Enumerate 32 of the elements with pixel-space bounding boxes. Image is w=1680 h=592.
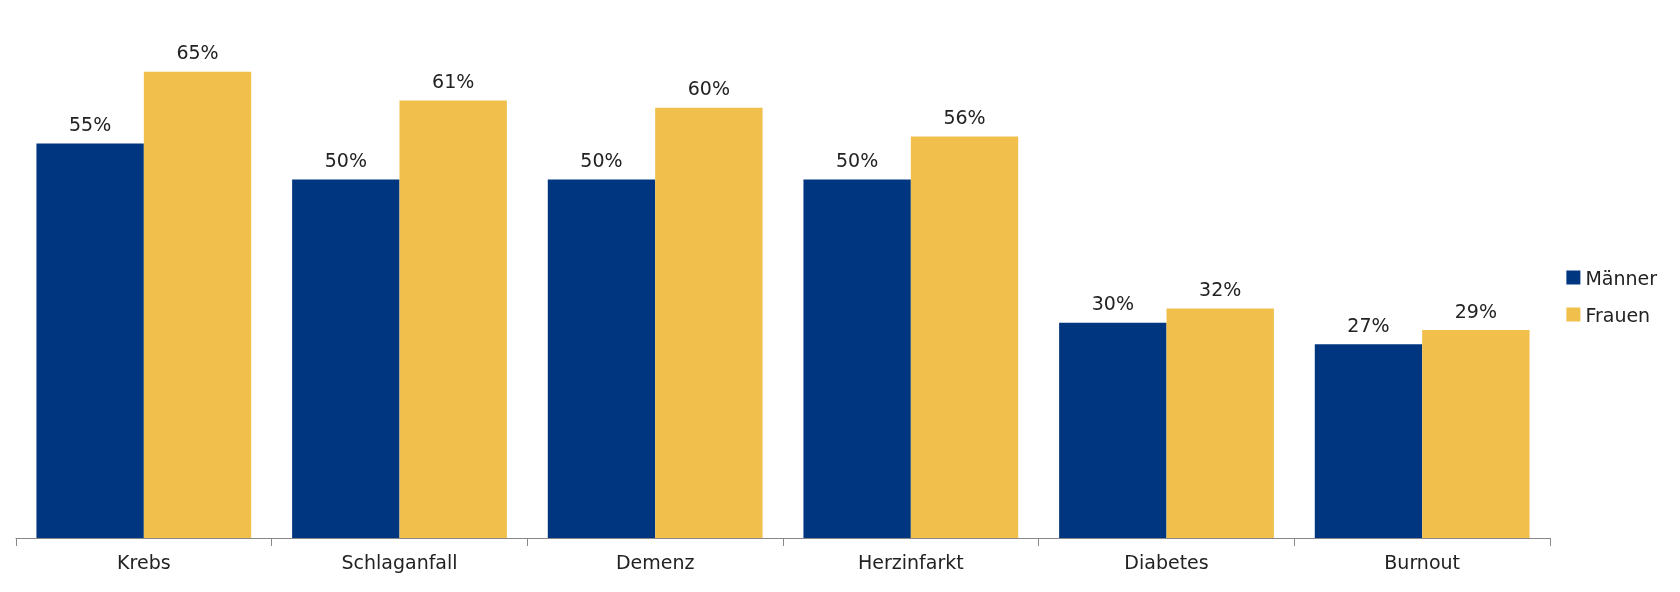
x-tick-label: Schlaganfall [341,550,458,573]
bar [910,136,1019,538]
bar [399,100,507,538]
legend-label: Männer [1585,266,1658,289]
x-tick-label: Burnout [1384,550,1461,573]
data-label: 32% [1199,278,1242,301]
x-tick-label: Diabetes [1124,550,1209,573]
bar [1422,330,1530,538]
data-label: 65% [176,41,219,64]
data-label: 50% [836,148,879,171]
x-tick-label: Herzinfarkt [857,550,964,573]
bar [547,179,656,538]
bar [655,107,763,538]
bar [1166,308,1274,538]
bar [143,71,252,538]
x-tick-label: Demenz [615,550,695,573]
data-label: 29% [1454,299,1497,322]
data-label: 50% [580,148,623,171]
data-label: 50% [324,148,367,171]
bar [36,143,144,538]
bar [1059,322,1167,538]
legend-label: Frauen [1585,303,1651,326]
bar [292,179,400,538]
bar [803,179,911,538]
data-label: 56% [943,105,986,128]
x-tick-label: Krebs [117,550,171,573]
data-label: 61% [432,70,475,93]
data-label: 27% [1347,313,1390,336]
data-label: 55% [69,113,112,136]
data-label: 60% [687,77,730,100]
data-label: 30% [1091,292,1134,315]
bar [1314,344,1423,538]
